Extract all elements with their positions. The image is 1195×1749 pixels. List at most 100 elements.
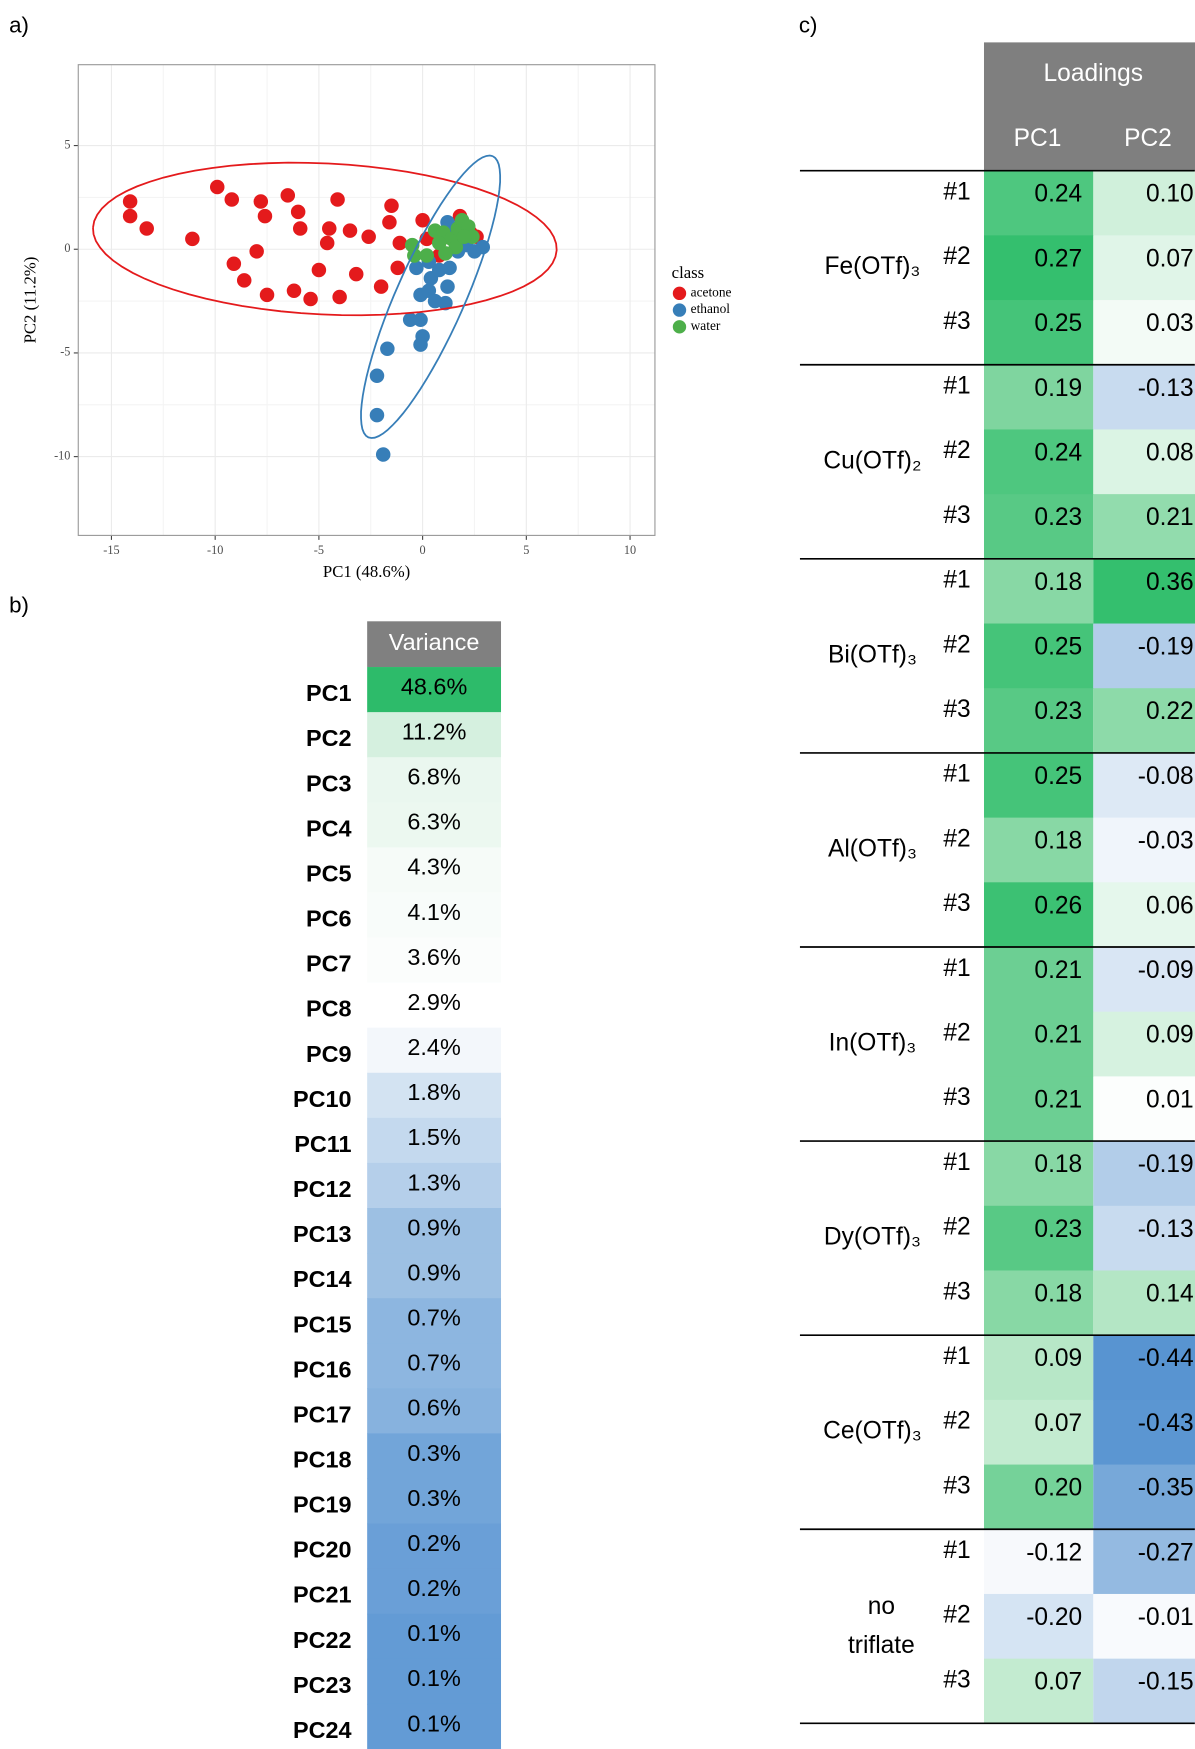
panel-label: a)	[9, 13, 29, 38]
cell	[983, 1011, 1094, 1077]
cell-value: 0.1%	[407, 1710, 460, 1736]
cell	[1093, 1011, 1195, 1077]
cell	[367, 847, 502, 893]
cell	[983, 1076, 1094, 1142]
cell	[983, 623, 1094, 689]
point	[303, 291, 318, 307]
cell	[367, 1027, 502, 1074]
point	[342, 223, 358, 238]
row-id: #1	[943, 955, 970, 982]
cell	[367, 667, 502, 713]
y-tick-label: 5	[64, 137, 70, 151]
row-label: PC5	[306, 860, 352, 886]
cell-value: 0.26	[1034, 892, 1082, 919]
row-id: #2	[943, 1214, 970, 1241]
cell	[1093, 170, 1195, 236]
cell	[1093, 494, 1195, 560]
cell	[367, 802, 502, 848]
cell	[367, 1433, 502, 1480]
cell	[983, 1141, 1094, 1207]
cell-value: -0.35	[1138, 1475, 1194, 1502]
cell	[1093, 752, 1195, 819]
table-header: Variance	[389, 629, 480, 655]
cell	[367, 1208, 502, 1254]
cell	[983, 1593, 1094, 1660]
cell	[983, 882, 1094, 948]
cell	[1093, 1205, 1195, 1272]
x-tick-label: -15	[103, 543, 119, 557]
point	[369, 407, 385, 423]
cell	[983, 235, 1094, 301]
row-label: PC17	[293, 1401, 352, 1427]
cell	[1093, 364, 1195, 430]
cell	[367, 1658, 502, 1705]
point	[382, 215, 397, 230]
point	[419, 248, 435, 263]
cell-value: 0.18	[1034, 569, 1082, 596]
cell	[367, 1072, 502, 1119]
cell-value: 0.6%	[407, 1395, 460, 1421]
cell-value: 0.1%	[407, 1665, 460, 1691]
row-id: #1	[943, 373, 970, 400]
cell	[1093, 882, 1195, 948]
group-label: triflate	[848, 1632, 915, 1659]
confidence-ellipse	[360, 154, 502, 439]
cell-value: 0.2%	[407, 1530, 460, 1556]
cell	[983, 558, 1094, 625]
point	[348, 266, 364, 282]
legend-label: water	[691, 318, 721, 333]
cell	[983, 1270, 1094, 1336]
point	[292, 221, 308, 236]
point	[280, 188, 296, 203]
cell	[367, 1703, 502, 1749]
point	[402, 312, 418, 328]
point	[415, 212, 430, 228]
point	[440, 279, 455, 294]
cell	[1093, 817, 1195, 883]
cell-value: 1.5%	[407, 1124, 460, 1150]
cell-value: 0.14	[1146, 1281, 1194, 1308]
cell-value: -0.20	[1026, 1604, 1082, 1631]
plot-marks	[92, 154, 558, 462]
cell	[983, 947, 1094, 1013]
x-tick-label: -5	[314, 543, 324, 557]
cell	[1093, 1076, 1195, 1142]
cell-value: 0.09	[1146, 1022, 1194, 1049]
cell	[367, 1343, 502, 1389]
row-id: #1	[943, 761, 970, 788]
legend-label: acetone	[691, 284, 732, 299]
cell-value: 0.21	[1034, 957, 1082, 984]
cell	[983, 688, 1094, 754]
cell-value: 0.10	[1146, 181, 1194, 208]
cell-value: 1.8%	[407, 1079, 460, 1105]
row-id: #3	[943, 502, 970, 529]
cell-value: 0.18	[1034, 1151, 1082, 1178]
y-axis-label: PC2 (11.2%)	[20, 257, 39, 344]
cell-value: 0.25	[1034, 763, 1082, 790]
x-tick-label: 10	[624, 543, 636, 557]
cell-value: 0.18	[1034, 1281, 1082, 1308]
cell-value: -0.01	[1138, 1604, 1194, 1631]
cell-value: 0.23	[1034, 698, 1082, 725]
point	[413, 337, 428, 352]
cell	[1093, 300, 1195, 366]
group-label: Al(OTf)₃	[828, 835, 917, 862]
cell	[367, 712, 502, 758]
cell-value: -0.13	[1138, 375, 1194, 402]
cell-value: 0.1%	[407, 1620, 460, 1646]
cell-value: 0.9%	[407, 1259, 460, 1285]
group-label: Cu(OTf)₂	[823, 447, 921, 474]
cell-value: 6.3%	[407, 809, 460, 835]
row-id: #2	[943, 1408, 970, 1435]
column-header: PC1	[1014, 125, 1062, 152]
cell-value: 2.4%	[407, 1034, 460, 1060]
cell	[367, 1298, 502, 1344]
cell-value: 6.8%	[407, 764, 460, 790]
cell-value: 0.21	[1034, 1086, 1082, 1113]
cell	[367, 1253, 502, 1299]
cell	[367, 1388, 502, 1434]
cell-value: 1.3%	[407, 1169, 460, 1195]
cell-value: 0.07	[1034, 1410, 1082, 1437]
cell	[1093, 1464, 1195, 1530]
cell-value: 4.1%	[407, 899, 460, 925]
